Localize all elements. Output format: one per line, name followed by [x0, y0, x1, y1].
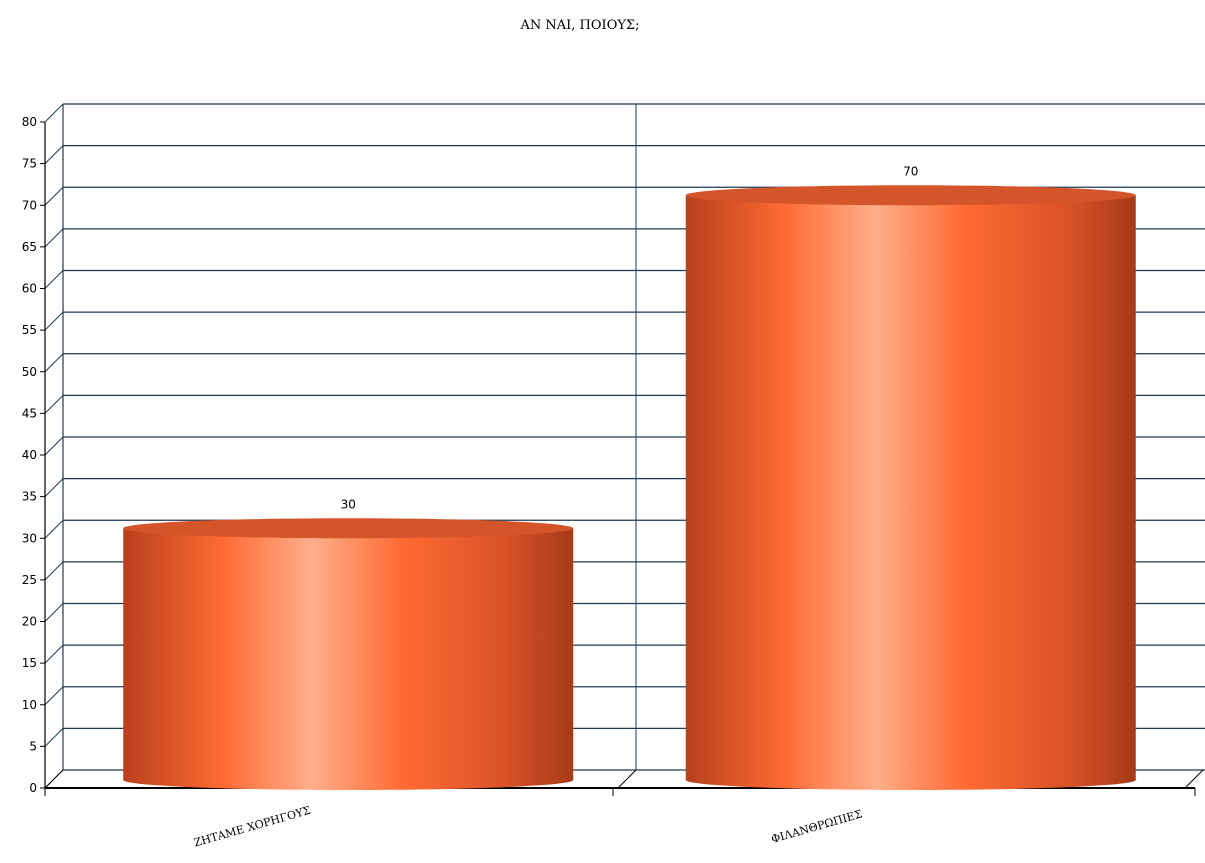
bar	[123, 518, 574, 790]
y-tick-label: 80	[22, 115, 37, 129]
y-tick-label: 30	[22, 531, 37, 545]
gridline-depth	[44, 644, 64, 664]
y-tick-label: 75	[22, 157, 37, 171]
gridline-depth	[44, 519, 64, 539]
y-tick-label: 15	[22, 656, 37, 670]
bar-top	[685, 185, 1136, 206]
y-tick-label: 25	[22, 573, 37, 587]
gridline-depth	[44, 395, 64, 414]
category-label: ΦΙΛΑΝΘΡΩΠΙΕΣ	[770, 807, 864, 846]
gridline-depth	[44, 728, 64, 747]
y-tick-label: 20	[22, 615, 37, 629]
gridline-depth	[44, 103, 64, 123]
bar-top	[123, 518, 574, 539]
y-tick-label: 40	[22, 448, 37, 462]
y-tick-label: 65	[22, 240, 37, 254]
bar-body	[685, 195, 1136, 790]
y-tick-label: 70	[22, 198, 37, 212]
y-tick-label: 35	[22, 490, 37, 504]
category-label: ΖΗΤΑΜΕ ΧΟΡΗΓΟΥΣ	[192, 804, 312, 850]
gridline-depth	[44, 145, 64, 164]
gridline-depth	[44, 686, 64, 706]
gridline-depth	[44, 603, 64, 622]
y-tick-label: 60	[22, 282, 37, 296]
floor-depth-line	[44, 769, 64, 789]
gridline-depth	[44, 561, 64, 581]
gridline-depth	[44, 436, 64, 456]
y-tick-label: 55	[22, 323, 37, 337]
bar-body	[123, 528, 574, 790]
gridline-depth	[44, 228, 64, 248]
y-tick-label: 45	[22, 406, 37, 420]
data-label: 70	[903, 164, 918, 178]
floor-depth-line	[617, 769, 637, 789]
y-tick-label: 0	[29, 781, 37, 795]
data-label: 30	[341, 497, 356, 511]
y-tick-label: 50	[22, 365, 37, 379]
y-tick-label: 5	[29, 739, 37, 753]
gridline-depth	[44, 311, 64, 331]
bar	[685, 185, 1136, 790]
chart-title: ΑΝ ΝΑΙ, ΠΟΙΟΥΣ;	[520, 18, 640, 33]
bar-layer	[123, 185, 1136, 790]
gridline-depth	[44, 478, 64, 497]
floor-depth-line	[1184, 769, 1204, 789]
gridline-depth	[44, 353, 64, 373]
y-tick-label: 10	[22, 698, 37, 712]
gridline-depth	[44, 186, 64, 206]
gridline-depth	[44, 270, 64, 289]
